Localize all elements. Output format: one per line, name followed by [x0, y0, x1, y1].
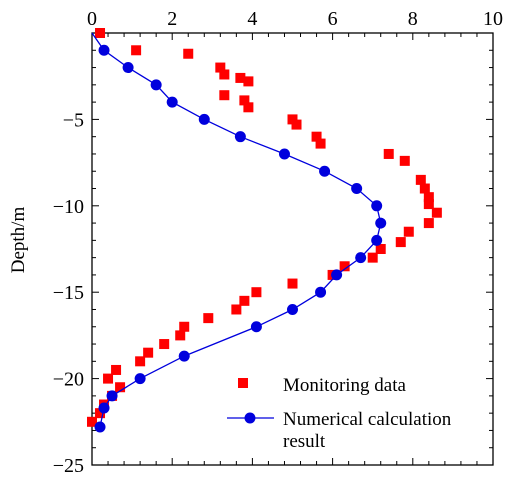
legend: Monitoring data Numerical calculation re…: [227, 375, 452, 452]
monitoring-point: [423, 218, 434, 229]
monitoring-point: [203, 313, 214, 324]
legend-label-numerical-line1: Numerical calculation: [283, 409, 452, 430]
numerical-line: [91, 32, 382, 428]
numerical-point: [166, 96, 178, 108]
x-tick-label: 0: [87, 8, 97, 30]
monitoring-point: [287, 278, 298, 289]
monitoring-point: [291, 119, 302, 130]
monitoring-point: [287, 114, 298, 125]
legend-marker-monitoring: [238, 378, 248, 388]
monitoring-point: [423, 192, 434, 203]
monitoring-point: [403, 226, 414, 237]
numerical-point: [150, 79, 162, 91]
monitoring-point: [339, 261, 350, 272]
numerical-point: [278, 148, 290, 160]
monitoring-point: [395, 237, 406, 248]
y-axis-ticks: −5 −10 −15 −20 −25: [53, 32, 493, 477]
legend-label-numerical-line2: result: [283, 431, 326, 452]
x-tick-label: 6: [328, 8, 338, 30]
numerical-point: [315, 286, 327, 298]
numerical-result-series: [91, 32, 387, 433]
x-axis-ticks: 0 2 4 6 8 10: [87, 8, 503, 465]
monitoring-point: [239, 95, 250, 106]
numerical-point: [122, 62, 134, 74]
monitoring-point: [159, 339, 170, 350]
monitoring-point: [111, 364, 122, 375]
monitoring-point: [215, 62, 226, 73]
numerical-point: [355, 252, 367, 264]
y-tick-label: −25: [53, 455, 84, 477]
monitoring-point: [179, 321, 190, 332]
monitoring-point: [87, 416, 97, 427]
numerical-point: [375, 217, 387, 229]
numerical-point: [331, 269, 343, 281]
numerical-point: [351, 183, 363, 195]
numerical-point: [98, 402, 110, 414]
plot-frame: [91, 32, 494, 466]
monitoring-point: [143, 347, 154, 358]
y-tick-label: −10: [53, 196, 84, 218]
monitoring-point: [243, 76, 254, 87]
x-tick-label: 8: [408, 8, 418, 30]
monitoring-point: [175, 330, 186, 341]
monitoring-point: [423, 199, 434, 210]
monitoring-point: [95, 408, 106, 419]
numerical-point: [94, 421, 106, 433]
numerical-point: [106, 390, 118, 402]
numerical-point: [287, 303, 298, 315]
monitoring-point: [243, 102, 254, 113]
monitoring-point: [315, 138, 326, 149]
monitoring-point: [239, 295, 250, 306]
y-tick-label: −15: [53, 282, 84, 304]
monitoring-point: [131, 45, 142, 56]
monitoring-point: [415, 174, 426, 185]
numerical-point: [319, 165, 331, 177]
monitoring-point: [431, 207, 442, 218]
numerical-point: [250, 321, 262, 333]
x-tick-label: 10: [483, 8, 503, 30]
monitoring-point: [367, 252, 378, 263]
x-tick-label: 4: [247, 8, 257, 30]
axes: [91, 32, 494, 466]
monitoring-point: [231, 304, 242, 315]
monitoring-point: [251, 287, 262, 298]
y-tick-label: −5: [63, 109, 84, 131]
monitoring-point: [115, 382, 126, 393]
monitoring-point: [311, 131, 322, 142]
legend-marker-numerical: [244, 412, 256, 424]
monitoring-point: [383, 148, 394, 159]
numerical-point: [371, 200, 383, 212]
monitoring-point: [103, 373, 114, 384]
monitoring-point: [183, 48, 194, 59]
numerical-point: [178, 350, 190, 362]
monitoring-point: [235, 72, 246, 83]
monitoring-data-series: [87, 28, 442, 427]
monitoring-point: [419, 183, 430, 194]
monitoring-point: [219, 69, 230, 80]
legend-label-monitoring: Monitoring data: [283, 375, 407, 396]
numerical-point: [371, 234, 383, 246]
monitoring-point: [375, 244, 386, 254]
y-axis-title: Depth/m: [8, 207, 29, 274]
monitoring-point: [135, 356, 146, 367]
numerical-point: [198, 113, 210, 125]
monitoring-point: [219, 90, 230, 101]
y-tick-label: −20: [53, 369, 84, 391]
x-tick-label: 2: [167, 8, 177, 30]
numerical-point: [98, 44, 110, 56]
numerical-point: [134, 373, 146, 385]
monitoring-point: [95, 28, 106, 38]
numerical-point: [234, 131, 246, 143]
monitoring-point: [399, 155, 410, 166]
